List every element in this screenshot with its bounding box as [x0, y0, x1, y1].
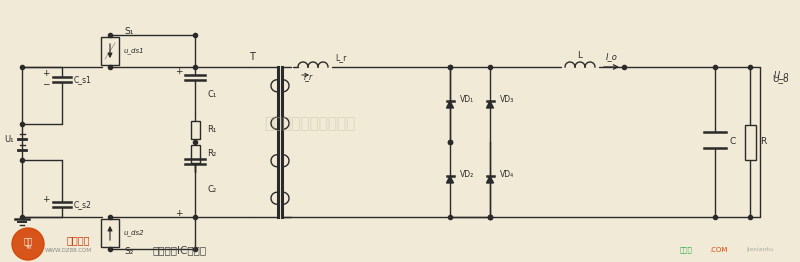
Text: u_ds1: u_ds1	[124, 48, 145, 54]
Bar	[190, 121, 199, 139]
Text: C: C	[729, 138, 735, 146]
Polygon shape	[486, 101, 494, 108]
Text: 杭州精睿科技有限公司: 杭州精睿科技有限公司	[264, 117, 356, 132]
Text: R₁: R₁	[207, 125, 216, 134]
Text: 电子市场: 电子市场	[66, 235, 90, 245]
Text: R₂: R₂	[207, 150, 216, 159]
Text: C_s1: C_s1	[74, 75, 92, 85]
Text: 接线图: 接线图	[680, 247, 692, 253]
Text: S₁: S₁	[124, 28, 134, 36]
Text: L_r: L_r	[335, 53, 346, 63]
Text: C₁: C₁	[207, 90, 216, 99]
Text: U_o: U_o	[774, 70, 790, 79]
Text: +: +	[175, 209, 183, 217]
Text: U_o: U_o	[772, 74, 789, 84]
Text: I_o: I_o	[606, 52, 618, 62]
Text: 维库: 维库	[23, 237, 33, 247]
Text: C_s2: C_s2	[74, 200, 92, 210]
Text: S₂: S₂	[124, 248, 134, 256]
Text: u_ds2: u_ds2	[124, 230, 145, 236]
Text: VD₃: VD₃	[500, 95, 514, 104]
Text: C₂: C₂	[207, 185, 216, 194]
Text: +: +	[42, 69, 50, 79]
Text: L: L	[578, 51, 582, 59]
Polygon shape	[446, 101, 454, 108]
Text: +: +	[42, 194, 50, 204]
Text: R: R	[760, 138, 766, 146]
Text: VD₁: VD₁	[460, 95, 474, 104]
Text: VD₄: VD₄	[500, 170, 514, 179]
Bar	[101, 219, 119, 247]
Circle shape	[12, 228, 44, 260]
Bar	[745, 124, 755, 160]
Text: .COM: .COM	[709, 247, 727, 253]
Text: TM: TM	[25, 246, 31, 250]
Text: −: −	[42, 79, 50, 89]
Polygon shape	[446, 176, 454, 183]
Text: i_r: i_r	[303, 73, 313, 81]
Text: VD₂: VD₂	[460, 170, 474, 179]
Text: T: T	[249, 52, 255, 62]
Text: +: +	[175, 68, 183, 77]
Polygon shape	[486, 176, 494, 183]
Text: jiexiantu: jiexiantu	[746, 248, 774, 253]
Text: 全球最大IC采购网: 全球最大IC采购网	[153, 245, 207, 255]
Text: WWW.DZ88.COM: WWW.DZ88.COM	[45, 248, 91, 253]
Text: U₁: U₁	[5, 135, 14, 145]
Bar	[101, 37, 119, 65]
Bar	[190, 145, 199, 163]
